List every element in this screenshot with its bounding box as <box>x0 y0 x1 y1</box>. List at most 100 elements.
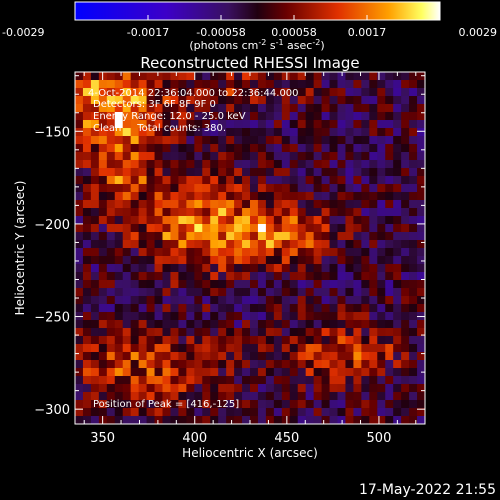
heatmap-cell <box>257 104 267 113</box>
heatmap-cell <box>75 160 84 169</box>
heatmap-cell <box>242 184 251 193</box>
heatmap-cell <box>178 144 187 153</box>
heatmap-cell <box>162 360 171 369</box>
heatmap-cell <box>281 360 291 369</box>
heatmap-cell <box>122 112 132 121</box>
heatmap-cell <box>345 224 354 233</box>
heatmap-cell <box>178 168 187 177</box>
heatmap-cell <box>417 416 426 425</box>
heatmap-cell <box>289 136 299 145</box>
heatmap-cell <box>265 224 275 233</box>
heatmap-cell <box>297 416 307 425</box>
heatmap-cell <box>122 128 132 137</box>
heatmap-cell <box>98 248 108 257</box>
timestamp: 17-May-2022 21:55 <box>359 482 496 498</box>
heatmap-cell <box>75 376 84 385</box>
heatmap-cell <box>226 368 235 377</box>
heatmap-cell <box>329 344 338 353</box>
heatmap-cell <box>329 280 338 289</box>
heatmap-cell <box>130 272 140 281</box>
heatmap-cell <box>202 288 211 297</box>
heatmap-cell <box>265 176 275 185</box>
heatmap-cell <box>210 128 219 137</box>
heatmap-cell <box>218 416 227 425</box>
heatmap-cell <box>345 96 354 105</box>
info-energy-range: Energy Range: 12.0 - 25.0 keV <box>93 111 246 122</box>
heatmap-cell <box>377 368 386 377</box>
heatmap-cell <box>146 272 156 281</box>
heatmap-cell <box>265 296 275 305</box>
heatmap-cell <box>393 256 402 265</box>
y-tick-label: −200 <box>34 218 70 233</box>
heatmap-cell <box>162 88 171 97</box>
heatmap-cell <box>337 120 346 129</box>
heatmap-cell <box>226 264 235 273</box>
heatmap-cell <box>218 128 227 137</box>
heatmap-cell <box>75 168 84 177</box>
heatmap-cell <box>210 104 219 113</box>
heatmap-cell <box>154 264 163 273</box>
heatmap-cell <box>369 216 378 225</box>
heatmap-image <box>75 72 426 425</box>
heatmap-cell <box>250 128 259 137</box>
heatmap-cell <box>361 88 370 97</box>
heatmap-cell <box>162 312 171 321</box>
heatmap-cell <box>114 216 124 225</box>
heatmap-cell <box>361 240 370 249</box>
heatmap-cell <box>186 168 195 177</box>
heatmap-cell <box>377 336 386 345</box>
heatmap-cell <box>417 336 426 345</box>
heatmap-cell <box>242 328 251 337</box>
heatmap-cell <box>361 192 370 201</box>
y-tick-label: −250 <box>34 311 70 326</box>
heatmap-cell <box>194 184 203 193</box>
heatmap-cell <box>401 200 410 209</box>
heatmap-cell <box>257 184 267 193</box>
heatmap-cell <box>234 336 243 345</box>
heatmap-cell <box>361 160 370 169</box>
heatmap-cell <box>401 240 410 249</box>
heatmap-cell <box>162 136 171 145</box>
heatmap-cell <box>385 240 394 249</box>
heatmap-cell <box>250 376 259 385</box>
heatmap-cell <box>178 312 187 321</box>
heatmap-cell <box>289 80 299 89</box>
heatmap-cell <box>369 136 378 145</box>
heatmap-cell <box>90 192 100 201</box>
heatmap-cell <box>194 152 203 161</box>
heatmap-cell <box>289 360 299 369</box>
x-tick-label: 400 <box>182 431 207 446</box>
heatmap-cell <box>345 272 354 281</box>
heatmap-cell <box>90 376 100 385</box>
heatmap-cell <box>170 272 179 281</box>
heatmap-cell <box>273 168 283 177</box>
heatmap-cell <box>289 232 299 241</box>
heatmap-cell <box>273 304 283 313</box>
heatmap-cell <box>337 248 346 257</box>
heatmap-cell <box>130 368 140 377</box>
heatmap-cell <box>186 216 195 225</box>
heatmap-cell <box>226 96 235 105</box>
heatmap-cell <box>273 112 283 121</box>
heatmap-cell <box>417 400 426 409</box>
heatmap-cell <box>106 328 116 337</box>
heatmap-cell <box>345 192 354 201</box>
heatmap-cell <box>154 384 163 393</box>
heatmap-cell <box>82 312 92 321</box>
heatmap-cell <box>210 400 219 409</box>
heatmap-cell <box>170 400 179 409</box>
heatmap-cell <box>337 72 346 81</box>
heatmap-cell <box>98 256 108 265</box>
heatmap-cell <box>321 264 331 273</box>
heatmap-cell <box>281 392 291 401</box>
heatmap-cell <box>385 192 394 201</box>
heatmap-cell <box>281 176 291 185</box>
heatmap-cell <box>265 72 275 81</box>
heatmap-cell <box>154 376 163 385</box>
heatmap-cell <box>210 392 219 401</box>
heatmap-cell <box>106 248 116 257</box>
heatmap-cell <box>297 128 307 137</box>
heatmap-cell <box>257 376 267 385</box>
heatmap-cell <box>170 192 179 201</box>
heatmap-cell <box>114 256 124 265</box>
